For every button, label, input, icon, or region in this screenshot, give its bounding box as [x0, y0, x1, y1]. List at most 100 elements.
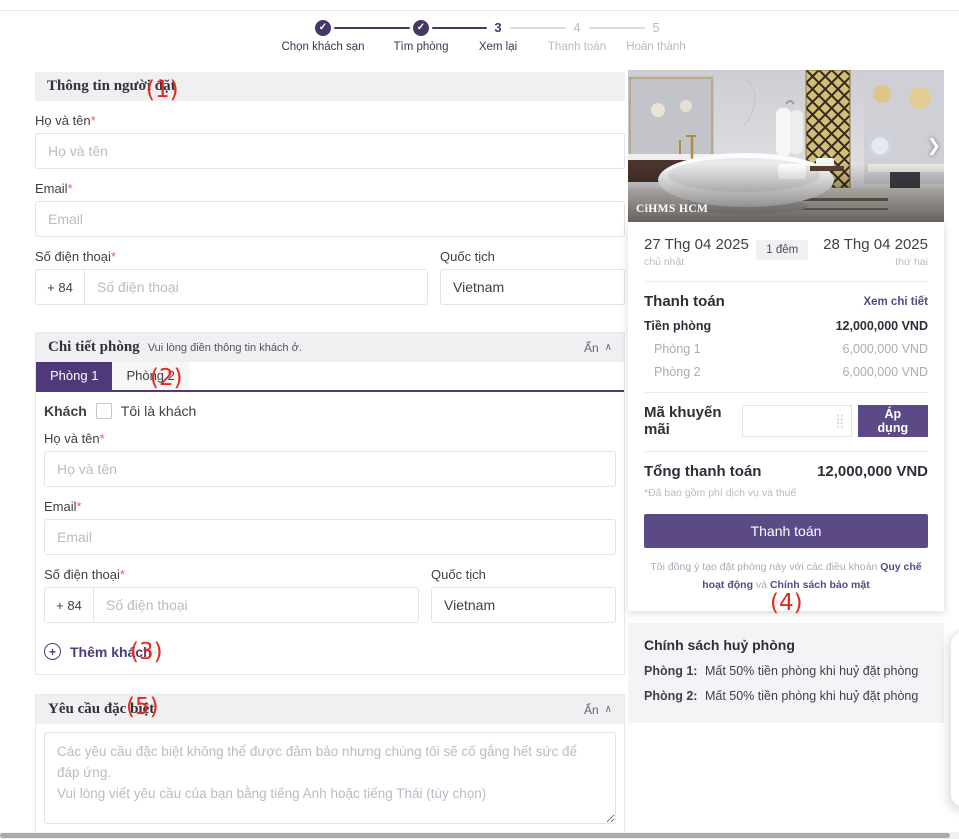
guest-email-input[interactable] — [44, 519, 616, 555]
country-code[interactable]: + 84 — [36, 270, 85, 304]
step-label: Chọn khách sạn — [281, 41, 365, 53]
booking-stepper: ✓ Chọn khách sạn ✓ Tìm phòng 3 Xem lại 4… — [250, 20, 730, 64]
booker-section-header: Thông tin người đặt — [35, 72, 625, 101]
chevron-up-icon: ∧ — [604, 342, 612, 353]
room-total-row: Tiền phòng 12,000,000 VND — [644, 319, 928, 333]
guest-name-input[interactable] — [44, 451, 616, 487]
checkout: 28 Thg 04 2025 thứ hai — [823, 236, 928, 268]
total-row: Tổng thanh toán 12,000,000 VND — [644, 463, 928, 480]
annotation-4: (4) — [770, 590, 803, 616]
step-find-room[interactable]: ✓ Tìm phòng — [361, 20, 481, 53]
section-subtitle: Vui lòng điền thông tin khách ở. — [147, 341, 302, 354]
checkin-date: 27 Thg 04 2025 — [644, 236, 749, 253]
horizontal-scrollbar-thumb[interactable] — [0, 833, 950, 838]
promo-code-input[interactable] — [751, 413, 826, 429]
stepper-connector — [510, 27, 566, 29]
cancellation-title: Chính sách huỷ phòng — [644, 636, 795, 653]
top-divider — [0, 10, 959, 11]
total-value: 12,000,000 VND — [817, 463, 928, 480]
collapse-label: Ẩn — [583, 702, 599, 717]
phone-label: Số điện thoại* — [44, 567, 125, 582]
agreement-text: Tôi đồng ý tạo đặt phòng này với các điề… — [644, 559, 928, 595]
tab-room-2[interactable]: Phòng 2 — [112, 362, 189, 390]
room-details-section: Chi tiết phòng Vui lòng điền thông tin k… — [35, 332, 625, 675]
required-mark: * — [119, 567, 125, 582]
room-label: Phòng 2: — [644, 688, 698, 703]
booker-nationality-select[interactable]: Vietnam — [440, 269, 625, 305]
room-price-row: Phòng 2 6,000,000 VND — [644, 365, 928, 379]
phone-nationality-row: Số điện thoại* + 84 Quốc tịch Vietnam — [35, 237, 625, 305]
view-details-link[interactable]: Xem chi tiết — [863, 295, 928, 308]
self-guest-checkbox[interactable] — [95, 403, 112, 419]
guest-phone-input[interactable] — [94, 588, 418, 622]
booker-email-input[interactable] — [35, 201, 625, 237]
add-guest-button[interactable]: + Thêm khách — [44, 643, 616, 660]
step-payment: 4 Thanh toán — [517, 20, 637, 53]
next-photo-button[interactable]: ❯ — [926, 136, 941, 155]
room-total-value: 12,000,000 VND — [835, 319, 928, 333]
room-total-label: Tiền phòng — [644, 319, 712, 333]
promo-row: Mã khuyến mãi ⣿ Áp dụng — [644, 404, 928, 438]
email-label: Email* — [35, 181, 73, 196]
privacy-link[interactable]: Chính sách bảo mật — [769, 578, 870, 591]
room-section-header: Chi tiết phòng Vui lòng điền thông tin k… — [36, 333, 624, 362]
step-number: 3 — [494, 20, 502, 35]
collapse-special-requests[interactable]: Ẩn ∧ — [584, 703, 612, 717]
nationality-label: Quốc tịch — [431, 567, 486, 582]
cancellation-item: Phòng 2: Mất 50% tiền phòng khi huỷ đặt … — [644, 689, 928, 703]
name-label: Họ và tên* — [35, 113, 96, 128]
collapse-room-details[interactable]: Ẩn ∧ — [584, 341, 612, 355]
stepper-connector — [589, 27, 645, 29]
room-price-row: Phòng 1 6,000,000 VND — [644, 342, 928, 356]
special-requests-textarea[interactable] — [44, 732, 616, 824]
checkin: 27 Thg 04 2025 chủ nhật — [644, 236, 749, 268]
guest-nationality-select[interactable]: Vietnam — [431, 587, 616, 623]
email-label: Email* — [44, 499, 82, 514]
collapse-label: Ẩn — [583, 340, 599, 355]
promo-label: Mã khuyến mãi — [644, 404, 722, 438]
guest-checkbox-row: Khách Tôi là khách — [44, 403, 616, 419]
step-number: 4 — [573, 20, 581, 35]
required-mark: * — [67, 181, 73, 196]
step-choose-hotel[interactable]: ✓ Chọn khách sạn — [263, 20, 383, 53]
apply-promo-button[interactable]: Áp dụng — [857, 405, 928, 437]
phone-label: Số điện thoại* — [35, 249, 116, 264]
agreement-and: và — [755, 578, 768, 591]
room-price: 6,000,000 VND — [842, 342, 928, 356]
check-icon: ✓ — [413, 20, 429, 36]
total-label: Tổng thanh toán — [644, 463, 762, 480]
voucher-icon: ⣿ — [835, 413, 845, 428]
guest-label: Khách — [44, 403, 87, 419]
floating-widget-edge[interactable] — [950, 630, 959, 808]
annotation-1: (1) — [146, 77, 179, 103]
checkin-day: chủ nhật — [644, 256, 685, 268]
tab-room-1[interactable]: Phòng 1 — [36, 362, 113, 390]
room-price: 6,000,000 VND — [842, 365, 928, 379]
cancellation-policy-section: Chính sách huỷ phòng Phòng 1: Mất 50% ti… — [628, 622, 944, 723]
divider — [644, 281, 928, 282]
promo-input-wrap: ⣿ — [742, 405, 852, 437]
divider — [644, 451, 928, 452]
booker-phone-input[interactable] — [85, 270, 427, 304]
step-label: Thanh toán — [547, 41, 607, 53]
step-label: Xem lại — [478, 41, 518, 53]
checkout-day: thứ hai — [895, 256, 928, 268]
checkout-date: 28 Thg 04 2025 — [823, 236, 928, 253]
section-title: Yêu cầu đặc biệt — [48, 701, 155, 717]
booker-name-input[interactable] — [35, 133, 625, 169]
stay-dates: 27 Thg 04 2025 chủ nhật 1 đêm 28 Thg 04 … — [644, 236, 928, 268]
agreement-prefix: Tôi đồng ý tạo đặt phòng này với các điề… — [650, 561, 878, 573]
section-title: Chi tiết phòng — [48, 339, 140, 355]
guest-phone-group: + 84 — [44, 587, 419, 623]
annotation-3: (3) — [130, 639, 163, 665]
pay-button[interactable]: Thanh toán — [644, 514, 928, 548]
terms-link[interactable]: Quy chế hoạt động — [702, 561, 922, 591]
chevron-up-icon: ∧ — [604, 704, 612, 715]
policy-text: Mất 50% tiền phòng khi huỷ đặt phòng — [704, 663, 919, 678]
nights-badge: 1 đêm — [756, 240, 809, 260]
room-label: Phòng 1 — [654, 342, 701, 356]
required-mark: * — [110, 249, 116, 264]
nationality-value: Vietnam — [453, 279, 505, 295]
country-code[interactable]: + 84 — [45, 588, 94, 622]
